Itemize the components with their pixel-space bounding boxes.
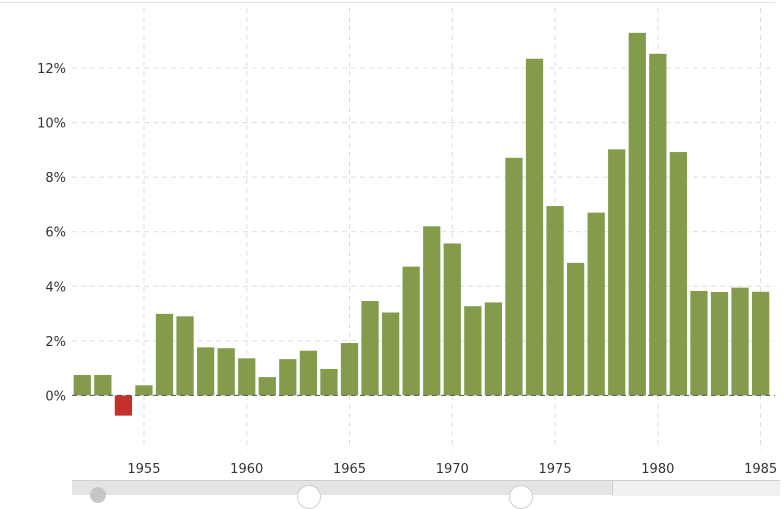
- bar-1971[interactable]: [464, 306, 482, 396]
- bars: [72, 32, 775, 416]
- bar-1957[interactable]: [176, 316, 194, 396]
- bar-1981[interactable]: [669, 152, 688, 396]
- x-tick-label: 1975: [539, 462, 572, 477]
- bar-1975[interactable]: [546, 206, 564, 396]
- bar-1959[interactable]: [217, 348, 235, 396]
- bar-1976[interactable]: [566, 262, 585, 396]
- bar-1972[interactable]: [484, 302, 503, 396]
- x-axis-labels: 1955 1960 1965 1970 1975 1980 1985: [127, 462, 777, 477]
- bar-1979[interactable]: [628, 32, 646, 396]
- x-tick-label: 1965: [333, 462, 366, 477]
- y-tick-label: 8%: [45, 171, 66, 186]
- navigator-right-handle[interactable]: [509, 485, 533, 509]
- inflation-bar-chart: 0% 2% 4% 6% 8% 10% 12% 1955 1960 1965 1970 1975 198…: [37, 8, 777, 477]
- bar-1968[interactable]: [402, 266, 420, 396]
- bar-1955[interactable]: [135, 385, 153, 396]
- y-axis-labels: 0% 2% 4% 6% 8% 10% 12%: [37, 62, 66, 404]
- bar-1983[interactable]: [710, 292, 729, 396]
- y-tick-label: 0%: [45, 389, 66, 404]
- navigator-grip-icon: [90, 487, 106, 503]
- x-tick-label: 1985: [744, 462, 777, 477]
- bar-1982[interactable]: [690, 290, 708, 396]
- bar-1961[interactable]: [258, 377, 276, 396]
- y-tick-label: 4%: [45, 280, 66, 295]
- bar-1964[interactable]: [320, 368, 338, 396]
- bar-1973[interactable]: [505, 157, 523, 396]
- bar-1953[interactable]: [94, 374, 112, 396]
- bar-1974[interactable]: [525, 58, 544, 396]
- bar-1970[interactable]: [443, 243, 461, 396]
- bar-1962[interactable]: [279, 359, 297, 396]
- bar-1967[interactable]: [381, 312, 400, 396]
- x-tick-label: 1980: [641, 462, 674, 477]
- bar-1969[interactable]: [423, 226, 441, 396]
- bar-1985[interactable]: [751, 291, 770, 396]
- bar-1978[interactable]: [608, 149, 626, 396]
- y-tick-label: 2%: [45, 335, 66, 350]
- navigator-left-handle[interactable]: [297, 485, 321, 509]
- bar-1963[interactable]: [299, 350, 318, 396]
- bar-1977[interactable]: [587, 212, 605, 396]
- bar-1980[interactable]: [649, 53, 667, 396]
- navigator-unselected-range: [612, 481, 780, 496]
- bar-1984[interactable]: [731, 287, 749, 396]
- x-tick-label: 1960: [230, 462, 263, 477]
- bar-1954[interactable]: [114, 395, 133, 416]
- bar-1960[interactable]: [238, 358, 256, 396]
- x-tick-label: 1970: [436, 462, 469, 477]
- y-tick-label: 6%: [45, 226, 66, 241]
- bar-1956[interactable]: [155, 313, 174, 396]
- y-tick-label: 12%: [37, 62, 66, 77]
- top-border: [0, 0, 775, 3]
- bar-1965[interactable]: [340, 343, 359, 396]
- y-tick-label: 10%: [37, 117, 66, 132]
- range-navigator[interactable]: [72, 480, 780, 509]
- x-tick-label: 1955: [127, 462, 160, 477]
- bar-1966[interactable]: [361, 301, 379, 396]
- bar-1958[interactable]: [196, 347, 215, 396]
- bar-1952[interactable]: [73, 374, 91, 396]
